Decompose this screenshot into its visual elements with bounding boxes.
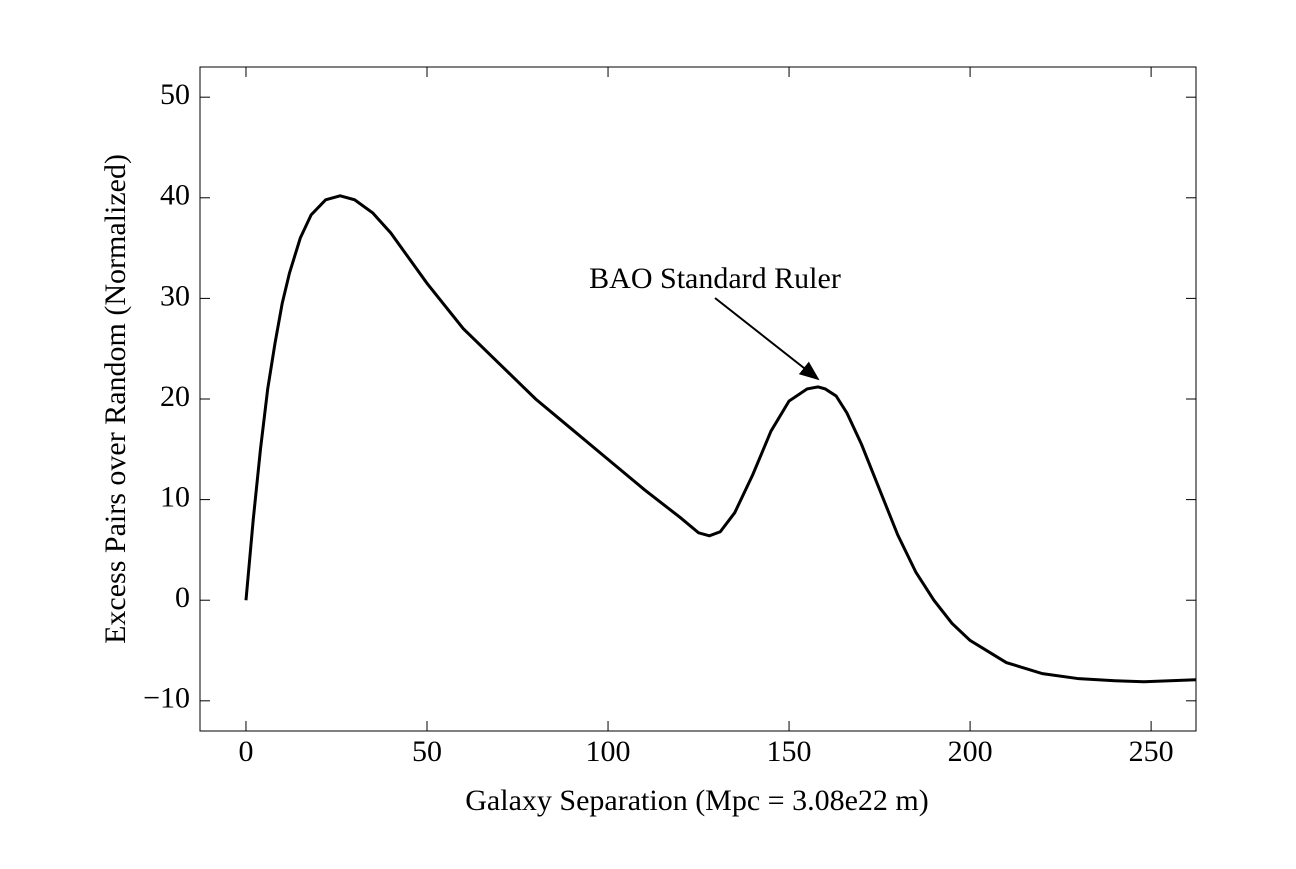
x-tick-label: 100	[586, 735, 631, 768]
y-tick-label: 30	[160, 279, 190, 312]
y-tick-label: 40	[160, 179, 190, 212]
x-tick-label: 0	[238, 735, 253, 768]
annotation: BAO Standard Ruler	[589, 262, 841, 295]
y-axis-label: Excess Pairs over Random (Normalized)	[99, 154, 132, 644]
y-tick-label: −10	[143, 682, 190, 715]
x-tick-label: 250	[1129, 735, 1174, 768]
plot-frame	[199, 66, 1197, 732]
y-tick-label: 10	[160, 480, 190, 513]
x-tick-label: 50	[412, 735, 442, 768]
annotation-arrow	[714, 297, 820, 381]
x-axis-label: Galaxy Separation (Mpc = 3.08e22 m)	[465, 784, 928, 817]
y-tick-label: 20	[160, 380, 190, 413]
x-tick-label: 200	[948, 735, 993, 768]
y-tick-label: 0	[175, 581, 190, 614]
data-line	[244, 194, 1197, 684]
x-tick-label: 150	[767, 735, 812, 768]
y-tick-label: 50	[160, 78, 190, 111]
